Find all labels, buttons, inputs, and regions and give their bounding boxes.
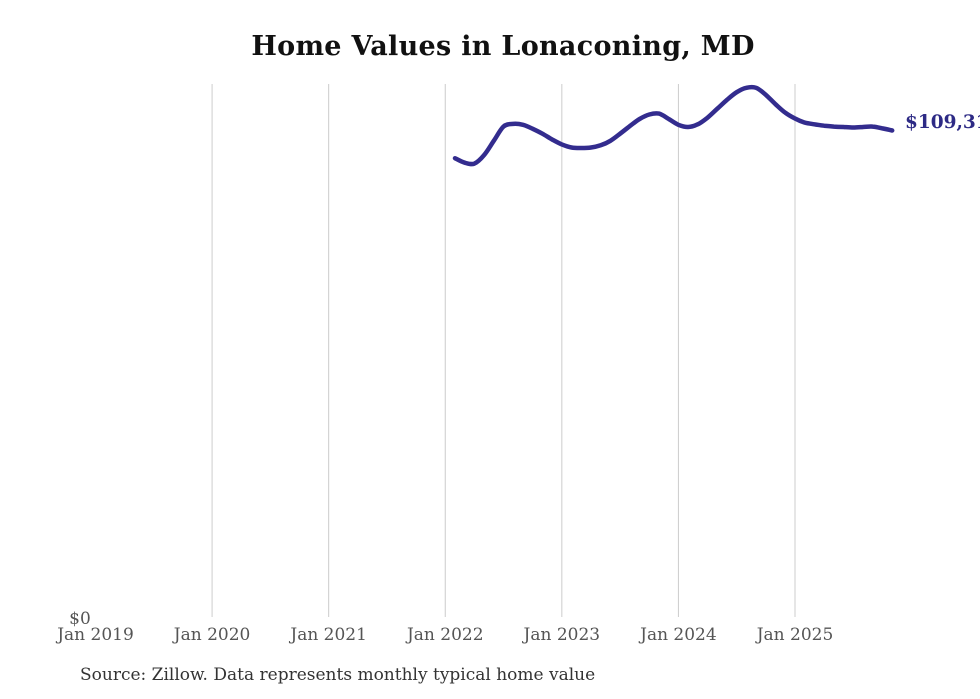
x-tick-label: Jan 2020 [172, 625, 251, 645]
x-tick-label: Jan 2019 [55, 625, 134, 645]
x-tick-label: Jan 2021 [288, 625, 367, 645]
x-tick-label: Jan 2022 [405, 625, 484, 645]
source-note: Source: Zillow. Data represents monthly … [80, 665, 596, 685]
end-value-label: $109,318 [905, 112, 980, 133]
x-tick-label: Jan 2024 [638, 625, 717, 645]
x-tick-label: Jan 2023 [522, 625, 601, 645]
chart-title: Home Values in Lonaconing, MD [251, 31, 755, 62]
home-value-line [452, 84, 895, 167]
y-zero-label: $0 [69, 609, 91, 629]
x-tick-label: Jan 2025 [755, 625, 834, 645]
